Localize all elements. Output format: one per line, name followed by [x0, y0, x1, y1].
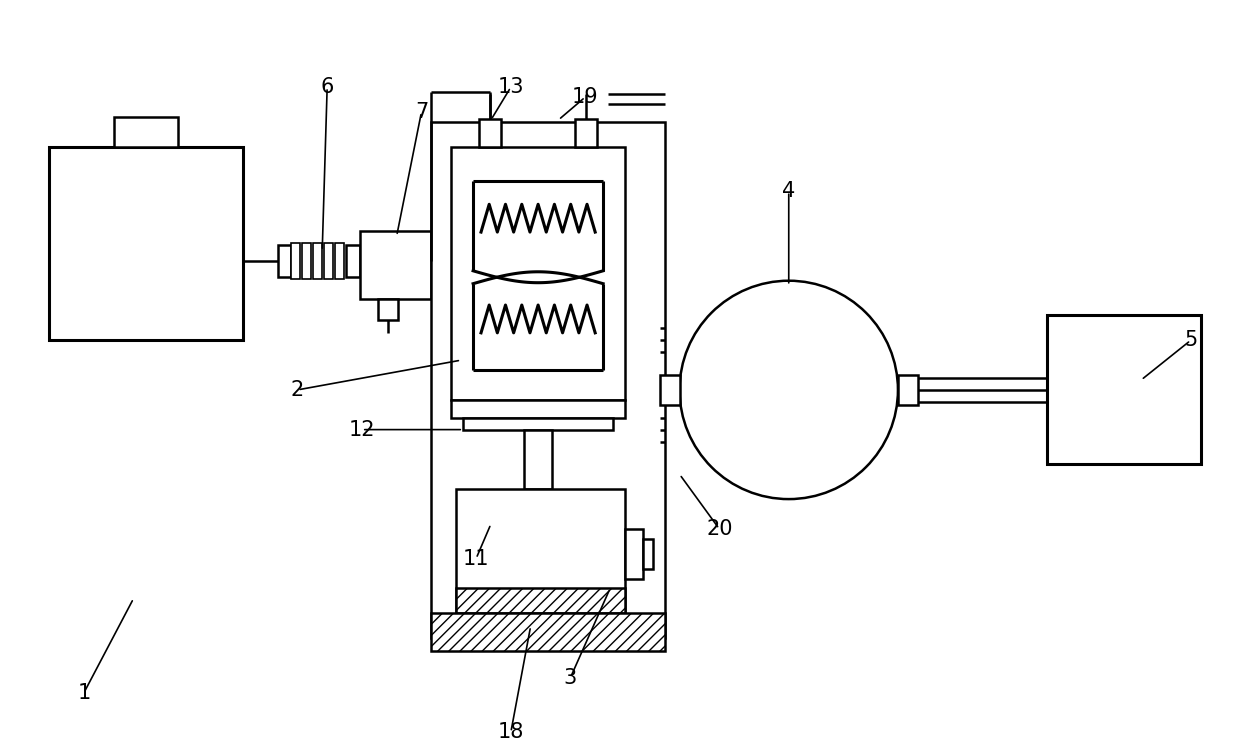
Bar [1047, 316, 1200, 464]
Circle shape [680, 281, 898, 499]
Bar [432, 613, 665, 651]
Text: 3: 3 [564, 667, 577, 688]
Bar [432, 122, 665, 638]
Bar [625, 529, 642, 578]
Text: 19: 19 [572, 87, 599, 107]
Text: 20: 20 [706, 519, 733, 539]
Bar [456, 489, 625, 613]
Text: 7: 7 [415, 102, 428, 122]
Text: 1: 1 [77, 683, 91, 703]
Text: 5: 5 [1184, 330, 1198, 350]
Bar [575, 119, 598, 146]
Bar [451, 146, 625, 400]
Bar [346, 245, 360, 277]
Bar [378, 298, 398, 320]
Bar [324, 243, 334, 279]
Bar [660, 375, 680, 405]
Bar [464, 418, 613, 430]
Bar [303, 243, 311, 279]
Bar [114, 117, 179, 146]
Bar [335, 243, 343, 279]
Bar [523, 430, 552, 489]
Text: 4: 4 [782, 181, 795, 202]
Text: 13: 13 [497, 77, 525, 97]
Bar [50, 146, 243, 341]
Text: 18: 18 [497, 723, 525, 742]
Bar [314, 243, 322, 279]
Text: 2: 2 [290, 380, 304, 400]
Bar [479, 119, 501, 146]
Bar [898, 375, 918, 405]
Bar [360, 231, 432, 298]
Text: 11: 11 [463, 549, 490, 569]
Text: 12: 12 [348, 420, 376, 439]
Bar [291, 243, 300, 279]
Bar [451, 400, 625, 418]
Bar [456, 588, 625, 613]
Text: 6: 6 [320, 77, 334, 97]
Bar [278, 245, 291, 277]
Bar [642, 539, 652, 569]
